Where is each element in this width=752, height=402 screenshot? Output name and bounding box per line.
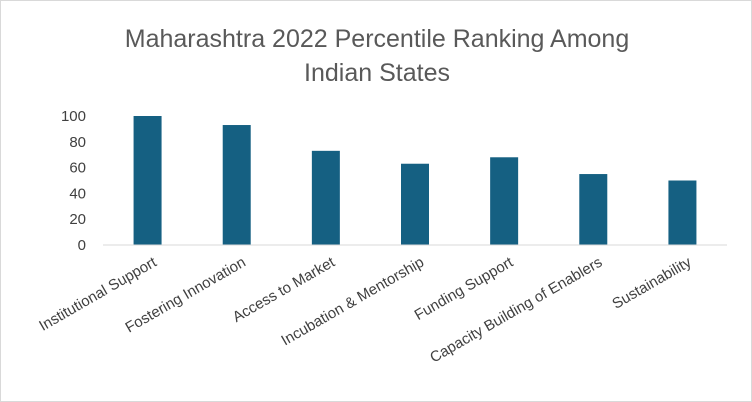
chart-title-line-1: Maharashtra 2022 Percentile Ranking Amon… [125,25,629,53]
y-axis-tick-labels: 0 20 40 60 80 100 [61,108,86,254]
bar [579,174,608,245]
bar-series [133,116,697,245]
bar [668,180,697,245]
category-label: Capacity Building of Enablers [427,254,605,367]
bar [133,116,162,245]
bar [490,157,519,245]
bar [222,125,251,245]
y-tick-label: 40 [69,185,86,202]
category-label: Sustainability [609,253,694,312]
bar [311,150,340,245]
bar [401,163,429,245]
y-tick-label: 0 [78,237,86,254]
y-tick-label: 60 [69,160,86,177]
y-tick-label: 20 [69,211,86,228]
chart-title-line-2: Indian States [304,59,450,87]
category-label: Incubation & Mentorship [278,254,427,350]
y-tick-label: 80 [69,134,86,151]
y-tick-label: 100 [61,108,86,125]
